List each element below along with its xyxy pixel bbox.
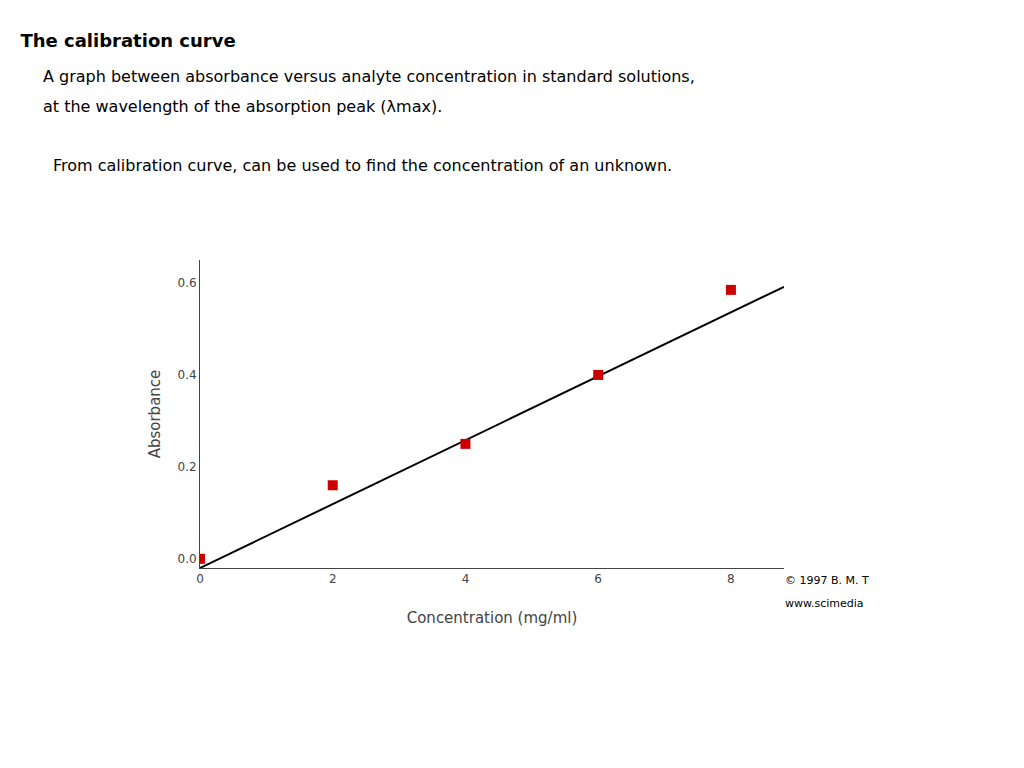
svg-text:0.2: 0.2	[178, 460, 197, 474]
svg-text:0.6: 0.6	[178, 276, 197, 290]
svg-text:at the wavelength of the absor: at the wavelength of the absorption peak…	[43, 97, 442, 116]
svg-text:© 1997 B. M. T: © 1997 B. M. T	[785, 574, 869, 587]
svg-text:A graph between absorbance ver: A graph between absorbance versus analyt…	[43, 67, 695, 86]
svg-text:2: 2	[329, 572, 337, 586]
svg-text:0: 0	[196, 572, 204, 586]
svg-text:0.4: 0.4	[178, 368, 197, 382]
svg-text:Absorbance: Absorbance	[146, 370, 164, 459]
svg-text:From calibration curve, can be: From calibration curve, can be used to f…	[53, 156, 672, 175]
svg-text:4: 4	[462, 572, 470, 586]
svg-text:Concentration (mg/ml): Concentration (mg/ml)	[407, 609, 578, 627]
svg-text:The calibration curve: The calibration curve	[20, 30, 235, 51]
svg-text:8: 8	[727, 572, 735, 586]
svg-text:www.scimedia: www.scimedia	[785, 597, 864, 610]
svg-text:0.0: 0.0	[178, 552, 197, 566]
svg-text:6: 6	[594, 572, 602, 586]
